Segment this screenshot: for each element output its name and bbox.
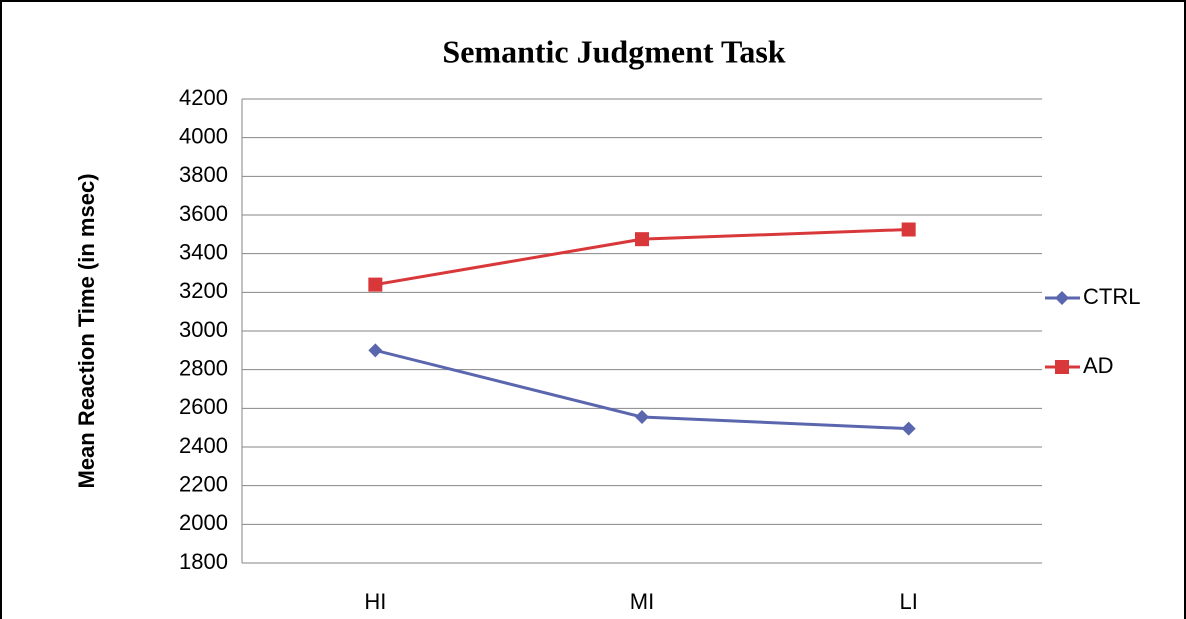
y-tick-label: 2400	[179, 433, 228, 458]
legend-marker	[1055, 360, 1069, 374]
data-point	[635, 232, 649, 247]
data-point	[901, 421, 916, 436]
x-tick-label: MI	[630, 589, 654, 614]
data-point	[635, 410, 649, 425]
y-tick-label: 3200	[179, 278, 228, 303]
y-tick-label: 1800	[179, 549, 228, 574]
legend-label: AD	[1083, 353, 1114, 378]
y-axis-label: Mean Reaction Time (in msec)	[74, 173, 99, 488]
x-tick-label: HI	[364, 589, 386, 614]
y-tick-label: 2200	[179, 471, 228, 496]
y-tick-label: 4200	[179, 85, 228, 110]
data-point	[368, 277, 383, 292]
legend-marker	[1055, 291, 1069, 305]
y-tick-label: 2000	[179, 510, 228, 535]
y-tick-label: 4000	[179, 123, 228, 148]
y-tick-label: 3600	[179, 201, 228, 226]
y-tick-label: 3400	[179, 239, 228, 264]
data-point	[368, 343, 383, 358]
chart-title: Semantic Judgment Task	[442, 33, 785, 69]
legend-label: CTRL	[1083, 284, 1140, 309]
y-tick-label: 3800	[179, 162, 228, 187]
y-tick-label: 3000	[179, 317, 228, 342]
y-tick-label: 2600	[179, 394, 228, 419]
data-point	[901, 222, 916, 237]
x-tick-label: LI	[899, 589, 917, 614]
y-tick-label: 2800	[179, 355, 228, 380]
